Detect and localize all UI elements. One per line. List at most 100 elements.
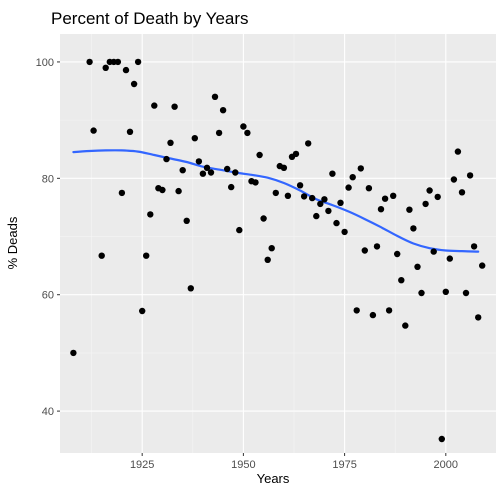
data-point	[385, 307, 393, 314]
data-point	[240, 123, 247, 130]
y-tick-label: 40	[42, 406, 54, 418]
data-point	[422, 200, 429, 208]
data-point	[333, 219, 340, 227]
smooth-line	[72, 149, 480, 253]
data-point	[264, 256, 271, 263]
data-point	[90, 127, 97, 134]
data-point	[292, 150, 300, 158]
major-gridlines	[60, 34, 496, 453]
data-point	[211, 93, 219, 101]
data-point	[373, 243, 381, 250]
x-tick-label: 1925	[130, 459, 154, 471]
chart-title: Percent of Death by Years	[51, 9, 249, 28]
y-axis-title: % Deads	[5, 216, 20, 269]
data-point	[349, 174, 356, 181]
data-point	[406, 206, 413, 213]
data-point	[309, 194, 316, 202]
data-point	[159, 186, 166, 194]
data-point	[446, 255, 453, 262]
data-point	[102, 64, 109, 72]
data-point	[321, 196, 328, 203]
x-axis-title: Years	[257, 471, 290, 486]
y-tick-label: 80	[42, 173, 54, 185]
data-point	[122, 66, 130, 74]
data-point	[300, 193, 308, 200]
data-point	[118, 189, 126, 197]
data-point	[163, 155, 170, 163]
y-axis: 40 60 80 100	[36, 57, 60, 418]
data-point	[228, 183, 235, 191]
data-point	[187, 285, 194, 292]
data-point	[466, 172, 474, 179]
data-point	[353, 307, 360, 314]
data-point	[143, 252, 150, 259]
data-point	[430, 248, 437, 255]
y-tick-label: 60	[42, 290, 54, 302]
data-point	[114, 58, 122, 66]
data-point	[86, 58, 93, 66]
data-point	[260, 215, 267, 222]
data-point	[450, 176, 458, 183]
y-tick-label: 100	[36, 57, 54, 69]
minor-gridlines	[60, 34, 496, 453]
data-point	[410, 225, 417, 232]
data-point	[130, 80, 138, 88]
data-point	[458, 189, 466, 196]
data-point	[361, 247, 368, 254]
data-point	[313, 212, 320, 220]
data-point	[434, 193, 441, 201]
data-point	[337, 199, 344, 206]
data-point	[272, 189, 279, 197]
points-layer	[70, 58, 486, 443]
plot-panel	[60, 34, 496, 453]
data-point	[381, 195, 389, 202]
data-point	[224, 165, 231, 173]
data-point	[454, 148, 462, 155]
data-point	[147, 211, 154, 218]
data-point	[280, 164, 288, 171]
x-tick-label: 1975	[332, 459, 356, 471]
data-point	[475, 314, 482, 321]
data-point	[126, 128, 134, 135]
data-point	[268, 245, 275, 252]
data-point	[199, 170, 207, 177]
x-tick-label: 1950	[231, 459, 255, 471]
data-point	[357, 165, 364, 172]
data-point	[470, 243, 478, 250]
data-point	[244, 129, 251, 137]
data-point	[179, 167, 186, 174]
data-point	[345, 184, 352, 191]
data-point	[232, 169, 239, 176]
data-point	[183, 217, 190, 224]
data-point	[438, 435, 445, 443]
data-point	[341, 228, 348, 236]
data-point	[219, 107, 227, 114]
data-point	[390, 192, 397, 199]
data-point	[236, 226, 243, 234]
data-point	[426, 187, 433, 194]
data-point	[369, 311, 377, 319]
x-axis: 1925 1950 1975 2000	[130, 453, 458, 471]
data-point	[284, 192, 292, 199]
data-point	[70, 349, 77, 357]
data-point	[305, 140, 312, 147]
data-point	[365, 185, 373, 192]
data-point	[134, 58, 142, 66]
data-point	[139, 307, 146, 315]
data-point	[329, 170, 336, 177]
data-point	[418, 289, 425, 297]
data-point	[215, 129, 223, 137]
data-point	[252, 179, 259, 186]
data-point	[394, 250, 401, 258]
data-point	[203, 164, 211, 171]
data-point	[98, 252, 105, 259]
data-point	[317, 200, 324, 208]
data-point	[414, 263, 421, 270]
data-point	[191, 135, 198, 142]
data-point	[462, 289, 470, 297]
data-point	[325, 207, 332, 215]
smooth-layer	[72, 149, 480, 253]
data-point	[402, 322, 409, 329]
data-point	[195, 158, 203, 165]
data-point	[442, 288, 449, 295]
